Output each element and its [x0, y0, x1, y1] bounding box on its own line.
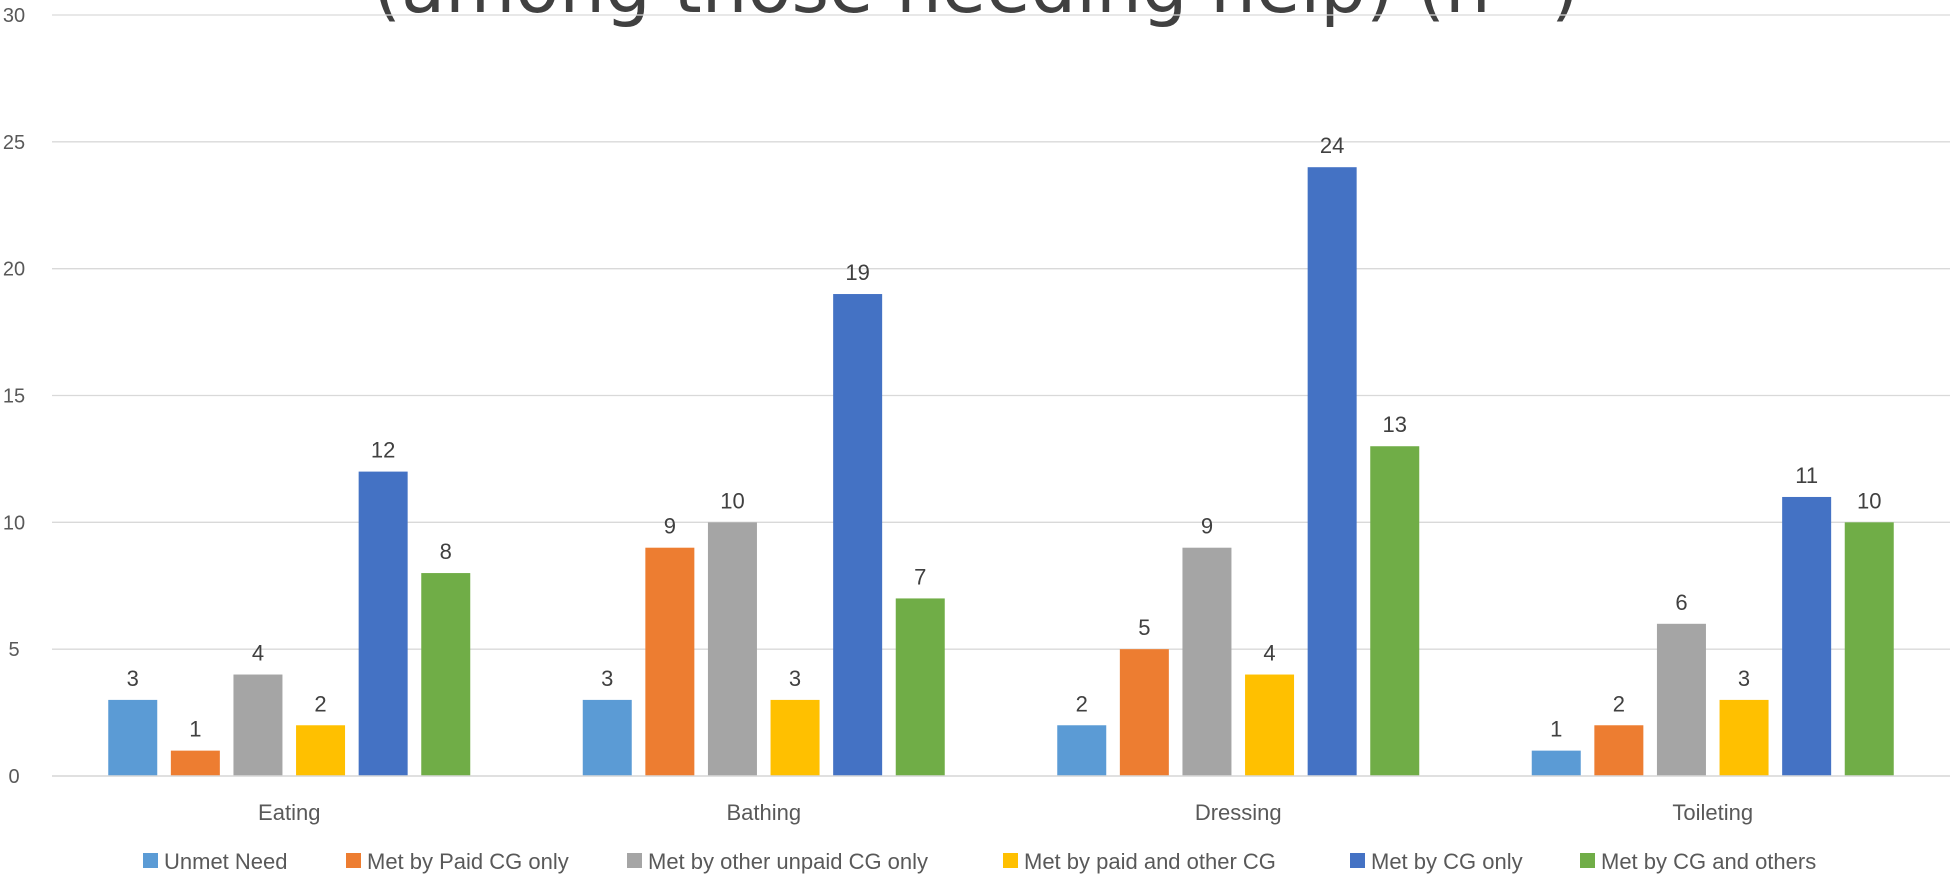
legend-label: Met by CG and others	[1601, 849, 1816, 874]
x-tick-label: Dressing	[1195, 800, 1282, 825]
legend-swatch	[346, 853, 361, 868]
y-tick-label: 15	[3, 386, 25, 408]
data-label: 2	[314, 691, 326, 716]
bar	[895, 598, 945, 776]
bar	[1182, 547, 1232, 776]
data-label: 11	[1795, 463, 1818, 488]
legend-swatch	[143, 853, 158, 868]
bar	[1844, 522, 1894, 776]
data-label: 4	[252, 641, 264, 666]
bar	[233, 674, 283, 776]
data-label: 3	[789, 666, 801, 691]
data-label: 7	[914, 564, 926, 589]
data-label: 19	[845, 260, 869, 285]
data-label: 1	[189, 717, 201, 742]
bar	[645, 547, 695, 776]
data-label: 13	[1383, 412, 1407, 437]
x-axis: Eating Bathing Dressing Toileting	[52, 775, 1950, 825]
bar	[1057, 725, 1107, 776]
data-label: 9	[1201, 514, 1213, 539]
x-tick-label: Toileting	[1672, 800, 1753, 825]
legend-swatch	[1350, 853, 1365, 868]
legend-label: Met by other unpaid CG only	[648, 849, 928, 874]
y-axis: 0 5 10 15 20 25 30	[3, 5, 25, 788]
data-label: 8	[440, 539, 452, 564]
x-tick-label: Eating	[258, 800, 320, 825]
data-label: 6	[1675, 590, 1687, 615]
bar	[108, 699, 158, 776]
legend-swatch	[1003, 853, 1018, 868]
legend-label: Met by paid and other CG	[1024, 849, 1276, 874]
data-label: 1	[1550, 717, 1562, 742]
y-tick-label: 0	[8, 766, 19, 788]
data-label: 2	[1613, 691, 1625, 716]
legend-swatch	[1580, 853, 1595, 868]
bar	[1594, 725, 1644, 776]
data-label: 12	[371, 438, 395, 463]
y-tick-label: 10	[3, 512, 25, 534]
data-label: 10	[1857, 488, 1881, 513]
legend-label: Met by CG only	[1371, 849, 1523, 874]
data-label: 4	[1263, 641, 1275, 666]
bar	[1370, 446, 1420, 776]
bar	[770, 699, 820, 776]
y-tick-label: 5	[8, 639, 19, 661]
legend-label: Unmet Need	[164, 849, 288, 874]
data-label: 3	[127, 666, 139, 691]
legend: Unmet Need Met by Paid CG only Met by othe…	[143, 849, 1816, 874]
bar	[1719, 699, 1769, 776]
bar	[582, 699, 632, 776]
data-label: 24	[1320, 133, 1344, 158]
bar	[1307, 167, 1357, 776]
data-label: 9	[664, 514, 676, 539]
bar	[1531, 750, 1581, 776]
y-tick-label: 30	[3, 5, 25, 27]
legend-label: Met by Paid CG only	[367, 849, 569, 874]
bar	[421, 573, 471, 776]
y-tick-label: 20	[3, 259, 25, 281]
bar	[1782, 496, 1832, 776]
bar	[1119, 649, 1169, 776]
data-label: 3	[1738, 666, 1750, 691]
data-label: 5	[1138, 615, 1150, 640]
data-label: 3	[601, 666, 613, 691]
bar	[1245, 674, 1295, 776]
bar	[170, 750, 220, 776]
bar	[296, 725, 346, 776]
bar	[833, 294, 883, 776]
bar	[1656, 623, 1706, 776]
x-tick-label: Bathing	[726, 800, 801, 825]
data-label: 2	[1076, 691, 1088, 716]
y-tick-label: 25	[3, 132, 25, 154]
bar	[358, 471, 408, 776]
legend-swatch	[627, 853, 642, 868]
bar	[707, 522, 757, 776]
data-label: 10	[720, 488, 744, 513]
